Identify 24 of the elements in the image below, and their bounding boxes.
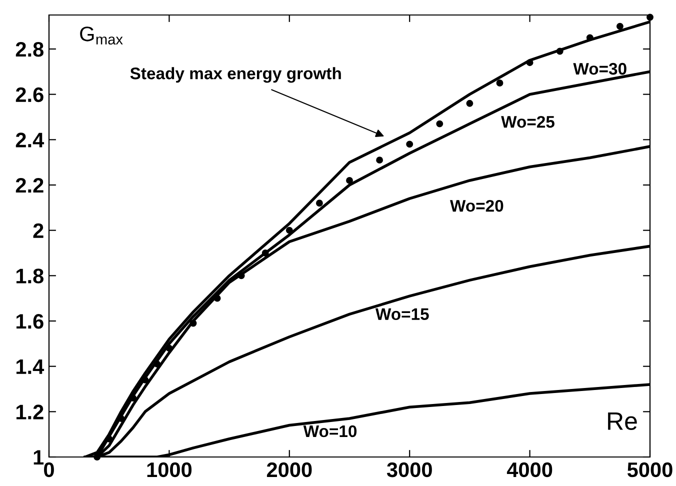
y-tick-label: 2.8 xyxy=(16,42,44,57)
annotation: Wo=25 xyxy=(501,116,554,128)
annotation: Wo=20 xyxy=(450,200,504,212)
y-tick-label: 1.8 xyxy=(16,268,44,284)
annotation: Steady max energy growth xyxy=(130,67,341,83)
y-tick-label: 1 xyxy=(34,450,44,465)
y-tick-label: 1.4 xyxy=(16,360,44,374)
y-tick-label: 2.6 xyxy=(16,87,44,102)
x-tick-label: 4000 xyxy=(506,462,552,478)
y-tick-label: 1.2 xyxy=(16,404,44,420)
x-tick-label: 2000 xyxy=(266,462,312,478)
y-tick-label: 2 xyxy=(33,223,44,238)
annotation: Wo=30 xyxy=(573,62,626,75)
annotation: Wo=15 xyxy=(375,308,429,320)
y-axis-title: G$_{max}$ xyxy=(80,26,123,45)
x-tick-label: 5000 xyxy=(627,462,672,478)
y-tick-label: 2.4 xyxy=(16,132,44,148)
x-tick-label: 0 xyxy=(44,462,54,478)
annotation: Wo=10 xyxy=(303,425,357,438)
y-tick-label: 2.2 xyxy=(16,178,44,193)
x-tick-label: 1000 xyxy=(147,462,192,478)
x-tick-label: 3000 xyxy=(386,462,432,478)
y-tick-label: 1.6 xyxy=(16,314,44,329)
x-axis-title: Re xyxy=(608,412,637,430)
